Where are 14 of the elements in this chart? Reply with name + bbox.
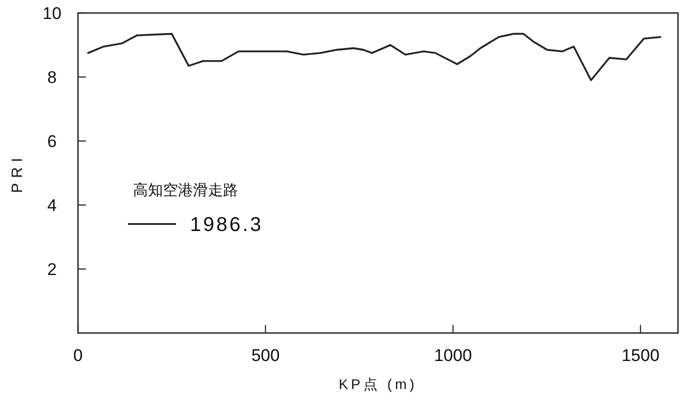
- x-tick-label: 500: [251, 346, 280, 365]
- x-tick-label: 0: [73, 346, 83, 365]
- x-tick-label: 1000: [434, 346, 472, 365]
- x-tick-label: 1500: [622, 346, 660, 365]
- y-tick-label: 8: [47, 68, 57, 87]
- y-tick-label: 2: [47, 260, 57, 279]
- y-tick-label: 6: [47, 132, 57, 151]
- y-tick-label: 10: [42, 4, 62, 23]
- y-tick-label: 4: [47, 196, 57, 215]
- legend-label: 1986.3: [190, 214, 264, 236]
- line-series: [87, 32, 662, 82]
- x-axis-title: KP点 (m): [338, 376, 418, 392]
- legend-title: 高知空港滑走路: [133, 182, 238, 199]
- y-axis-title: PRI: [9, 152, 26, 194]
